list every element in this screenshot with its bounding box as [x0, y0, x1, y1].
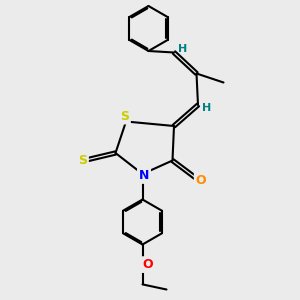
Text: H: H: [202, 103, 211, 113]
Text: O: O: [142, 258, 153, 271]
Text: N: N: [139, 169, 149, 182]
Text: S: S: [78, 154, 87, 167]
Text: H: H: [178, 44, 188, 55]
Text: S: S: [120, 110, 129, 123]
Text: O: O: [196, 173, 206, 187]
